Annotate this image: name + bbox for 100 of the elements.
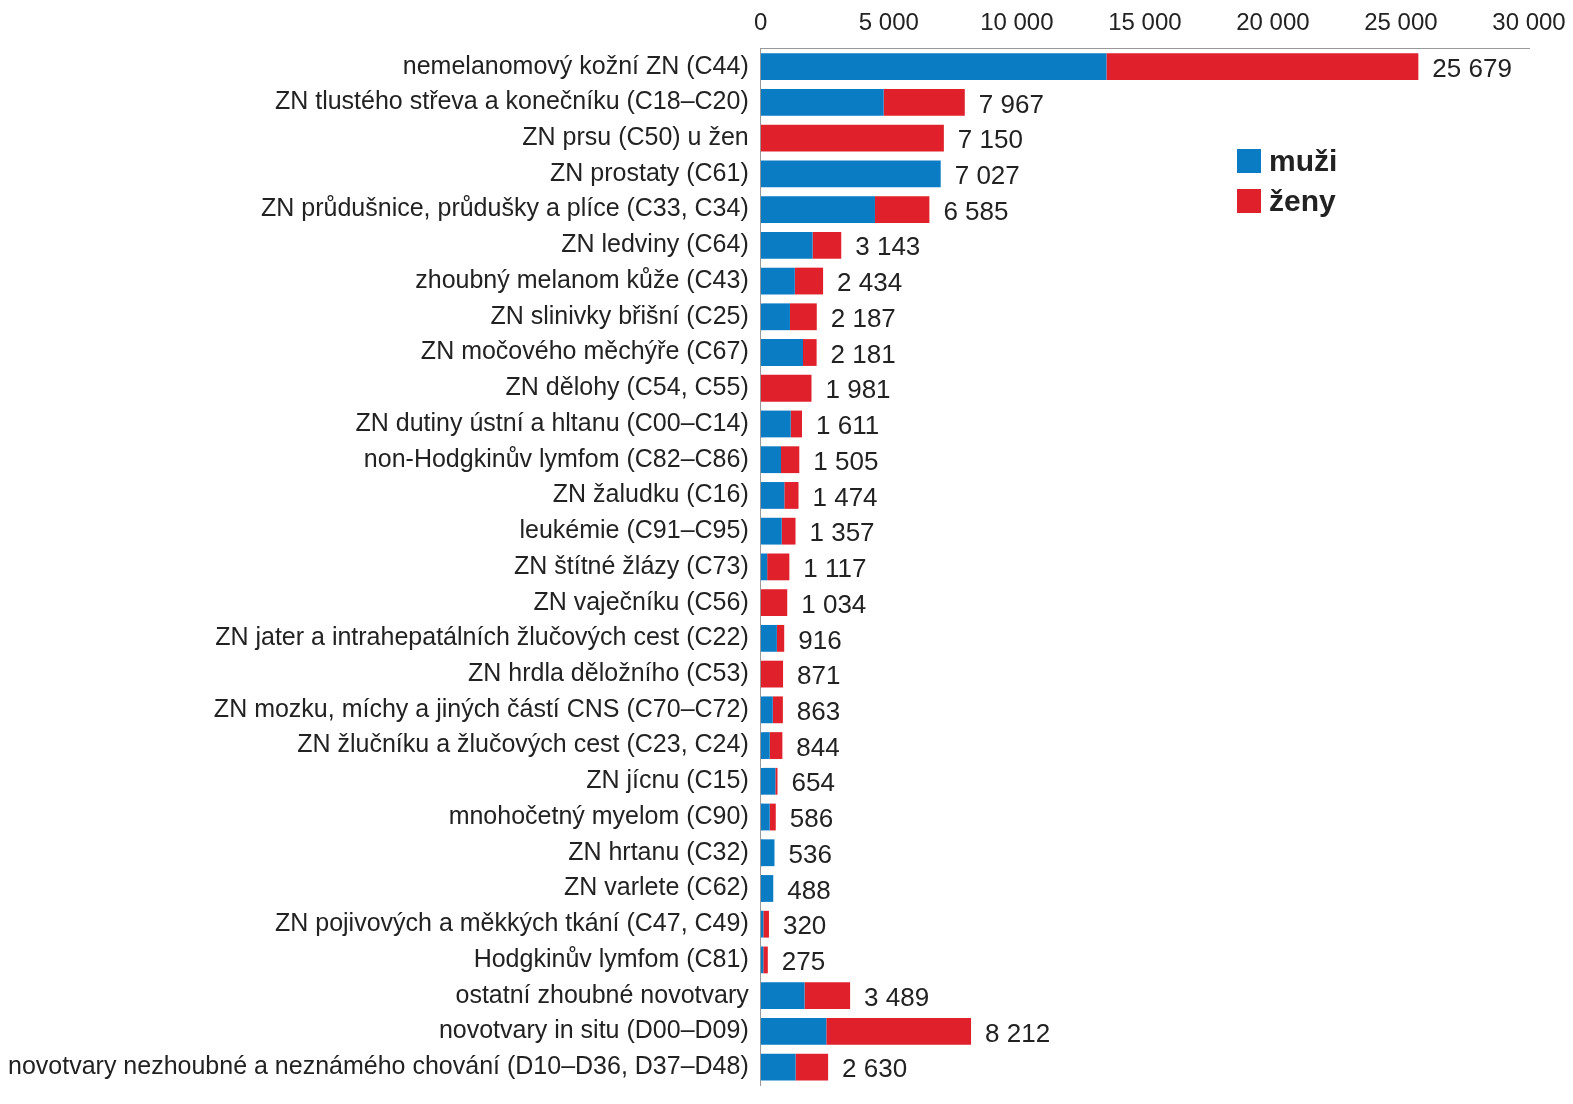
- bar: [803, 339, 817, 366]
- bar: [760, 517, 782, 545]
- bar: [781, 517, 796, 545]
- x-tick-label: 30 000: [1492, 8, 1566, 36]
- bar: [760, 803, 770, 831]
- y-tick-label: ostatní zhoubné novotvary: [455, 979, 750, 1008]
- total-label: 2 630: [842, 1053, 908, 1084]
- y-tick-label: novotvary nezhoubné a neznámého chování (D10–D36, D37–D48): [7, 1051, 749, 1080]
- total-label: 1 034: [801, 588, 867, 619]
- total-label: 586: [789, 803, 834, 834]
- total-label: 844: [796, 731, 840, 762]
- total-label: 488: [787, 874, 831, 905]
- total-label: 8 212: [985, 1017, 1051, 1048]
- bar: [760, 231, 813, 259]
- bar: [826, 1018, 972, 1045]
- y-tick-label: mnohočetný myelom (C90): [448, 800, 749, 829]
- y-tick-label: ZN dělohy (C54, C55): [505, 372, 749, 401]
- bar: [760, 982, 805, 1010]
- y-tick-label: ZN žaludku (C16): [552, 479, 749, 508]
- bar: [760, 767, 776, 795]
- total-label: 7 967: [978, 88, 1044, 119]
- bar: [789, 303, 817, 331]
- bar: [795, 1053, 829, 1081]
- total-label: 916: [798, 624, 842, 655]
- bar: [760, 410, 791, 438]
- bar: [784, 482, 799, 509]
- x-tick-label: 0: [754, 8, 768, 36]
- x-tick-label: 5 000: [858, 8, 919, 36]
- legend-label: ženy: [1269, 183, 1336, 218]
- y-tick-label: ZN hrtanu (C32): [568, 836, 749, 865]
- y-tick-label: zhoubný melanom kůže (C43): [415, 264, 749, 293]
- y-tick-label: ZN hrdla děložního (C53): [468, 657, 749, 686]
- total-label: 6 585: [943, 195, 1009, 226]
- bar: [769, 803, 776, 831]
- bar: [772, 696, 783, 724]
- y-tick-label: ZN žlučníku a žlučových cest (C23, C24): [297, 729, 749, 758]
- bar: [760, 1053, 796, 1081]
- y-tick-label: ZN pojivových a měkkých tkání (C47, C49): [274, 908, 749, 937]
- y-tick-label: ZN ledviny (C64): [561, 229, 749, 258]
- bar: [760, 589, 788, 617]
- total-label: 2 434: [837, 267, 903, 298]
- total-label: 320: [782, 910, 827, 941]
- bar: [874, 196, 930, 223]
- x-tick-label: 15 000: [1108, 8, 1182, 36]
- bar: [760, 875, 774, 902]
- bar: [760, 89, 884, 116]
- total-label: 275: [781, 946, 826, 977]
- x-tick-label: 10 000: [980, 8, 1054, 36]
- total-label: 25 679: [1432, 52, 1512, 83]
- y-tick-label: leukémie (C91–C95): [519, 515, 749, 544]
- bar: [760, 553, 768, 581]
- bar: [775, 767, 778, 795]
- bar: [760, 696, 773, 724]
- total-label: 871: [797, 660, 841, 691]
- bar: [767, 553, 790, 581]
- bar: [883, 89, 965, 116]
- total-label: 3 489: [864, 981, 930, 1012]
- x-tick-label: 25 000: [1364, 8, 1438, 36]
- total-label: 1 357: [809, 517, 875, 548]
- bar: [760, 53, 1107, 81]
- bar: [780, 446, 800, 474]
- y-tick-label: ZN tlustého střeva a konečníku (C18–C20): [274, 86, 749, 115]
- y-tick-label: ZN jater a intrahepatálních žlučových cest (C22): [215, 622, 749, 651]
- y-tick-label: Hodgkinův lymfom (C81): [473, 943, 749, 972]
- y-tick-label: ZN dutiny ústní a hltanu (C00–C14): [355, 407, 749, 436]
- y-tick-label: ZN mozku, míchy a jiných částí CNS (C70–C72): [213, 693, 749, 722]
- bar: [760, 339, 804, 366]
- bar: [760, 732, 770, 759]
- total-label: 1 505: [813, 445, 879, 476]
- total-label: 7 027: [954, 160, 1020, 191]
- total-label: 654: [791, 767, 835, 798]
- total-label: 1 117: [803, 553, 867, 584]
- total-label: 536: [788, 838, 832, 869]
- total-label: 2 181: [830, 338, 896, 369]
- bar: [794, 267, 824, 295]
- bar: [804, 982, 851, 1010]
- bar: [760, 124, 944, 152]
- bar: [760, 839, 775, 867]
- bar: [790, 410, 803, 438]
- bar: [760, 160, 941, 188]
- bar: [1106, 53, 1419, 81]
- bar: [760, 446, 781, 474]
- y-tick-label: nemelanomový kožní ZN (C44): [402, 50, 749, 79]
- x-tick-label: 20 000: [1236, 8, 1310, 36]
- bar: [760, 196, 875, 223]
- y-tick-label: ZN varlete (C62): [563, 872, 749, 901]
- y-tick-label: ZN štítné žlázy (C73): [513, 550, 749, 579]
- y-tick-label: ZN průdušnice, průdušky a plíce (C33, C34): [261, 193, 749, 222]
- bar: [763, 946, 768, 974]
- bar: [760, 303, 790, 331]
- total-label: 2 187: [830, 302, 896, 333]
- bar: [760, 660, 784, 688]
- total-label: 3 143: [855, 231, 921, 262]
- y-tick-label: ZN jícnu (C15): [586, 765, 749, 794]
- y-tick-label: novotvary in situ (D00–D09): [438, 1015, 749, 1044]
- bar: [760, 267, 795, 295]
- bar: [763, 910, 769, 938]
- y-tick-label: ZN vaječníku (C56): [533, 586, 749, 615]
- total-label: 7 150: [957, 124, 1023, 155]
- total-label: 863: [796, 696, 841, 726]
